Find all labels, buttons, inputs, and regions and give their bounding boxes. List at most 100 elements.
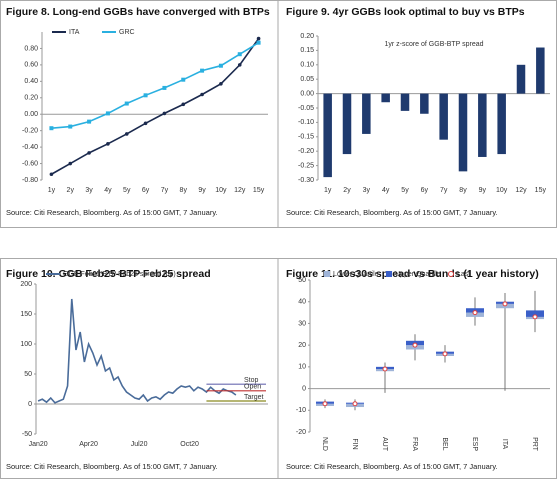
y-tick-label: 0.00	[300, 90, 314, 97]
point	[256, 40, 261, 45]
bar	[536, 47, 545, 94]
y-tick-label: -20	[296, 429, 306, 436]
x-tick-label: 12y	[515, 187, 527, 194]
y-tick-label: -0.80	[22, 177, 38, 184]
bar	[497, 93, 506, 155]
point	[200, 92, 204, 97]
last-marker	[442, 351, 448, 357]
point	[162, 85, 167, 90]
y-tick-label: 0.05	[300, 76, 314, 83]
x-tick-label: AUT	[381, 437, 388, 452]
bar	[420, 93, 429, 114]
x-tick-label: Jul20	[131, 441, 148, 448]
x-tick-label: 5y	[401, 187, 409, 194]
chart-title: Figure 8. Long-end GGBs have converged w…	[6, 6, 270, 18]
point	[143, 93, 148, 98]
y-tick-label: -0.60	[22, 160, 38, 167]
point	[49, 172, 54, 177]
x-tick-label: 10y	[496, 187, 508, 194]
y-tick-label: 200	[20, 281, 32, 288]
y-tick-label: -50	[22, 431, 32, 438]
bar	[342, 93, 352, 155]
x-tick-label: 4y	[104, 187, 112, 194]
bar	[400, 93, 410, 111]
x-tick-label: 8y	[180, 187, 188, 194]
legend-label: Upper Quartile	[395, 271, 441, 278]
chart-title: Figure 9. 4yr GGBs look optimal to buy v…	[286, 6, 525, 18]
x-tick-label: 10y	[215, 187, 227, 194]
x-tick-label: 7y	[161, 187, 169, 194]
point	[68, 161, 73, 166]
x-tick-label: 12y	[234, 187, 246, 194]
point	[124, 101, 129, 106]
y-tick-label: -0.05	[298, 105, 314, 112]
y-tick-label: 0	[28, 401, 32, 408]
y-tick-label: 0.20	[300, 33, 314, 40]
last-marker	[502, 301, 508, 307]
x-tick-label: NLD	[321, 437, 328, 451]
source: Source: Citi Research, Bloomberg. As of …	[286, 462, 498, 471]
series-line	[51, 38, 260, 175]
y-tick-label: 0	[302, 385, 306, 392]
x-tick-label: 15y	[253, 187, 265, 194]
y-tick-label: 50	[24, 371, 32, 378]
x-tick-label: 4y	[382, 187, 390, 194]
x-tick-label: 3y	[85, 187, 93, 194]
y-tick-label: -0.30	[298, 177, 314, 184]
series-line	[51, 42, 260, 129]
x-tick-label: 9y	[479, 187, 487, 194]
level-label: Target	[244, 394, 264, 401]
bar	[381, 93, 390, 103]
x-tick-label: 8y	[459, 187, 467, 194]
point	[68, 124, 73, 129]
x-tick-label: 1y	[324, 187, 332, 194]
y-tick-label: -0.10	[298, 119, 314, 126]
source: Source: Citi Research, Bloomberg. As of …	[6, 208, 218, 217]
bar	[458, 93, 468, 172]
bar	[323, 93, 332, 178]
chart-title: Figure 10. GGB Feb25-BTP Feb25 spread	[6, 268, 211, 280]
legend-label: ITA	[69, 29, 80, 36]
last-marker	[352, 401, 358, 407]
y-tick-label: -0.20	[22, 128, 38, 135]
y-tick-label: 50	[298, 277, 306, 284]
y-tick-label: 10	[298, 364, 306, 371]
point	[87, 151, 91, 155]
source: Source: Citi Research, Bloomberg. As of …	[286, 208, 498, 217]
legend-swatch	[386, 271, 392, 277]
bar	[516, 64, 526, 94]
x-tick-label: Oct20	[180, 441, 199, 448]
bar	[439, 93, 448, 140]
x-tick-label: 9y	[198, 187, 206, 194]
x-tick-label: 3y	[363, 187, 371, 194]
last-marker	[382, 366, 388, 372]
point	[256, 36, 261, 41]
last-marker	[412, 342, 418, 348]
level-label: Stop	[244, 377, 259, 384]
x-tick-label: 6y	[421, 187, 429, 194]
source: Source: Citi Research, Bloomberg. As of …	[6, 462, 218, 471]
y-tick-label: -0.40	[22, 144, 38, 151]
point	[87, 119, 92, 124]
legend-label: GRC	[119, 29, 135, 36]
y-tick-label: -0.15	[298, 134, 314, 141]
last-marker	[532, 314, 538, 320]
y-tick-label: -0.20	[298, 148, 314, 155]
point	[237, 52, 242, 57]
legend-swatch	[324, 271, 330, 277]
x-tick-label: BEL	[441, 437, 448, 450]
point	[106, 142, 110, 146]
legend-swatch	[448, 271, 454, 277]
point	[162, 111, 167, 116]
last-marker	[322, 401, 328, 407]
y-tick-label: 0.40	[24, 78, 38, 85]
point	[181, 77, 186, 82]
x-tick-label: 2y	[67, 187, 75, 194]
x-tick-label: ITA	[501, 439, 508, 450]
point	[218, 63, 223, 68]
upper-quartile-box	[526, 310, 544, 317]
level-label: Open	[244, 384, 261, 391]
legend-label: GGB Feb25-BTP Feb25 spread (bp)	[63, 271, 176, 278]
point	[219, 82, 223, 86]
x-tick-label: Jan20	[29, 441, 48, 448]
